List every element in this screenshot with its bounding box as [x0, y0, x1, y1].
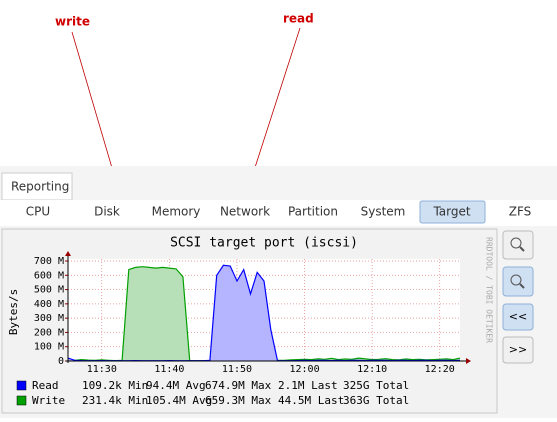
legend-swatch: [16, 380, 27, 391]
zoom-out-icon: [519, 283, 525, 289]
x-tick-label: 12:20: [425, 364, 455, 375]
y-tick-label: 100 M: [34, 342, 64, 353]
legend-name: Read: [32, 379, 59, 392]
forward-button-label[interactable]: >>: [509, 343, 527, 356]
legend-stat: 105.4M Avg: [146, 394, 212, 407]
zoom-out-button[interactable]: [502, 266, 534, 297]
chart-title: SCSI target port (iscsi): [170, 236, 358, 251]
forward-button[interactable]: [502, 336, 534, 364]
legend-stat: 231.4k Min: [82, 394, 148, 407]
tab[interactable]: Partition: [288, 205, 338, 219]
legend-stat: 2.1M Last: [278, 379, 338, 392]
zoom-in-button[interactable]: [502, 230, 534, 260]
y-tick-label: 500 M: [34, 285, 64, 296]
legend-stat: 674.9M Max: [205, 379, 272, 392]
panel-tab-label[interactable]: Reporting: [11, 180, 69, 194]
axis-arrow: [65, 251, 71, 256]
x-tick-label: 11:50: [222, 364, 252, 375]
y-tick-label: 300 M: [34, 313, 64, 324]
x-tick-label: 12:00: [289, 364, 319, 375]
tab[interactable]: ZFS: [509, 205, 532, 219]
tab[interactable]: Memory: [152, 205, 201, 219]
series-area: [68, 266, 460, 361]
tab[interactable]: System: [361, 205, 406, 219]
y-tick-label: 0: [58, 356, 64, 367]
watermark: RRDTOOL / TOBI OETIKER: [485, 237, 494, 343]
legend-stat: 94.4M Avg: [146, 379, 206, 392]
tab[interactable]: Target: [432, 205, 470, 219]
zoom-in-icon: [510, 237, 522, 249]
x-tick-label: 12:10: [357, 364, 387, 375]
tab[interactable]: CPU: [26, 205, 50, 219]
legend-stat: 109.2k Min: [82, 379, 148, 392]
zoom-out-icon: [510, 274, 522, 286]
active-tab[interactable]: [419, 200, 486, 224]
x-tick-label: 11:40: [154, 364, 184, 375]
zoom-in-icon: [519, 246, 525, 252]
legend-stat: 363G Total: [343, 394, 409, 407]
x-tick-label: 11:30: [87, 364, 117, 375]
legend-swatch: [16, 395, 27, 406]
annotation: write: [55, 15, 90, 29]
legend-stat: 44.5M Last: [278, 394, 344, 407]
tab[interactable]: Disk: [94, 205, 120, 219]
back-button[interactable]: [502, 303, 534, 331]
y-tick-label: 600 M: [34, 270, 64, 281]
panel-tab[interactable]: [1, 172, 73, 201]
y-tick-label: 200 M: [34, 327, 64, 338]
y-tick-label: 400 M: [34, 299, 64, 310]
series-area: [68, 265, 460, 361]
legend-name: Write: [32, 394, 65, 407]
legend-stat: 325G Total: [343, 379, 409, 392]
tab[interactable]: Network: [220, 205, 270, 219]
y-axis-label: Bytes/s: [7, 289, 20, 335]
axis-arrow: [466, 358, 471, 364]
legend-stat: 659.3M Max: [205, 394, 272, 407]
back-button-label[interactable]: <<: [509, 310, 527, 323]
y-tick-label: 700 M: [34, 256, 64, 267]
annotation: read: [283, 12, 314, 26]
